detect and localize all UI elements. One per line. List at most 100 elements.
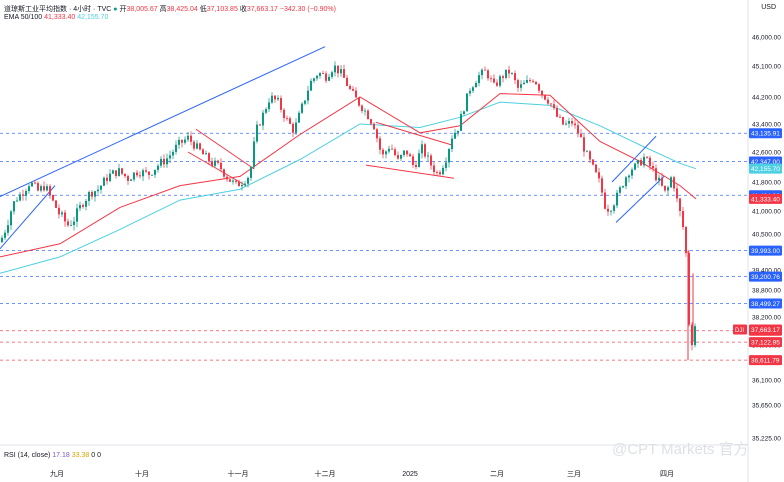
candle-body <box>109 173 111 182</box>
candle-body <box>292 123 294 133</box>
rsi-zero-b: 0 <box>97 452 101 459</box>
candle-body <box>22 194 24 196</box>
candle-body <box>4 232 6 238</box>
candle-body <box>79 205 81 209</box>
candle-body <box>94 191 96 197</box>
candle-body <box>691 324 693 346</box>
candle-body <box>622 186 624 188</box>
level-badge-7-bg <box>749 337 782 348</box>
candle-body <box>403 150 405 155</box>
candle-body <box>316 75 318 79</box>
candle-body <box>223 169 225 177</box>
level-badge-0-bg <box>749 128 782 139</box>
candle-body <box>358 97 360 106</box>
candle-body <box>484 69 486 71</box>
change-value: −342.30 (−0.90%) <box>279 6 336 13</box>
candle-body <box>136 172 138 176</box>
candle-body <box>601 178 603 193</box>
candle-body <box>58 207 60 215</box>
candle-body <box>490 78 492 80</box>
candle-body <box>190 135 192 142</box>
level-badge-5-bg <box>749 298 782 309</box>
low-value: 37,103.85 <box>206 6 238 13</box>
candle-body <box>673 177 675 189</box>
candle-body <box>160 158 162 166</box>
candle-body <box>451 138 453 150</box>
candle-body <box>157 165 159 170</box>
candle-body <box>283 109 285 119</box>
high-value: 38,425.04 <box>166 6 198 13</box>
close-label: 收 <box>239 6 247 13</box>
candle-body <box>322 73 324 74</box>
candle-body <box>244 183 246 186</box>
candle-body <box>1 237 3 243</box>
candle-body <box>277 98 279 100</box>
candle-body <box>67 221 69 226</box>
candle-body <box>397 155 399 159</box>
candle-body <box>469 90 471 94</box>
y-tick-label: 35,225.00 <box>752 436 781 443</box>
candle-body <box>82 205 84 207</box>
y-tick-label: 43,400.00 <box>752 122 781 129</box>
candle-body <box>652 165 654 169</box>
candle-body <box>301 103 303 113</box>
candle-body <box>112 170 114 174</box>
candle-body <box>229 179 231 182</box>
high-label: 高 <box>159 6 167 13</box>
candle-body <box>217 160 219 163</box>
candle-body <box>682 211 684 228</box>
candle-body <box>76 208 78 222</box>
candle-body <box>583 137 585 152</box>
candle-body <box>361 105 363 112</box>
candle-body <box>445 162 447 168</box>
level-badge-4-text: 39,200.76 <box>751 274 780 281</box>
candle-body <box>307 90 309 101</box>
candle-body <box>613 205 615 211</box>
candle-body <box>442 167 444 175</box>
candle-body <box>148 171 150 175</box>
candle-body <box>391 148 393 150</box>
candle-body <box>655 168 657 181</box>
candle-body <box>649 157 651 166</box>
trend-line-5 <box>365 164 455 179</box>
candle-body <box>202 149 204 155</box>
candle-body <box>505 69 507 78</box>
y-tick-label: 40,500.00 <box>752 232 781 239</box>
y-tick-label: 41,800.00 <box>752 180 781 187</box>
candle-body <box>208 153 210 162</box>
currency-label[interactable]: USD <box>761 4 776 11</box>
candle-body <box>454 132 456 139</box>
candle-body <box>331 72 333 77</box>
candle-body <box>400 154 402 159</box>
candle-body <box>19 194 21 201</box>
candle-body <box>304 100 306 104</box>
candle-body <box>163 158 165 165</box>
candle-body <box>433 165 435 173</box>
candle-body <box>274 95 276 100</box>
candle-body <box>16 200 18 202</box>
candle-body <box>610 210 612 212</box>
candle-body <box>205 153 207 155</box>
candle-body <box>43 186 45 191</box>
trend-line-2 <box>195 128 255 170</box>
candle-body <box>640 160 642 166</box>
candle-body <box>616 192 618 206</box>
candle-body <box>379 138 381 150</box>
candle-body <box>493 78 495 83</box>
candle-body <box>88 191 90 201</box>
candle-body <box>688 253 690 325</box>
candle-body <box>265 109 267 113</box>
level-badge-7-text: 37,122.95 <box>751 340 780 347</box>
symbol-line: 道琼斯工业平均指数 · 4小时 · TVC <box>4 6 112 13</box>
candle-body <box>631 169 633 176</box>
candle-body <box>118 168 120 176</box>
candle-body <box>130 179 132 181</box>
candle-body <box>121 168 123 174</box>
y-tick-label: 46,000.00 <box>752 35 781 42</box>
candle-body <box>550 103 552 105</box>
candle-body <box>352 88 354 91</box>
value-badge-0-text: 42,155.70 <box>751 166 780 173</box>
value-badge-2-bg <box>749 324 782 335</box>
candle-body <box>97 189 99 192</box>
